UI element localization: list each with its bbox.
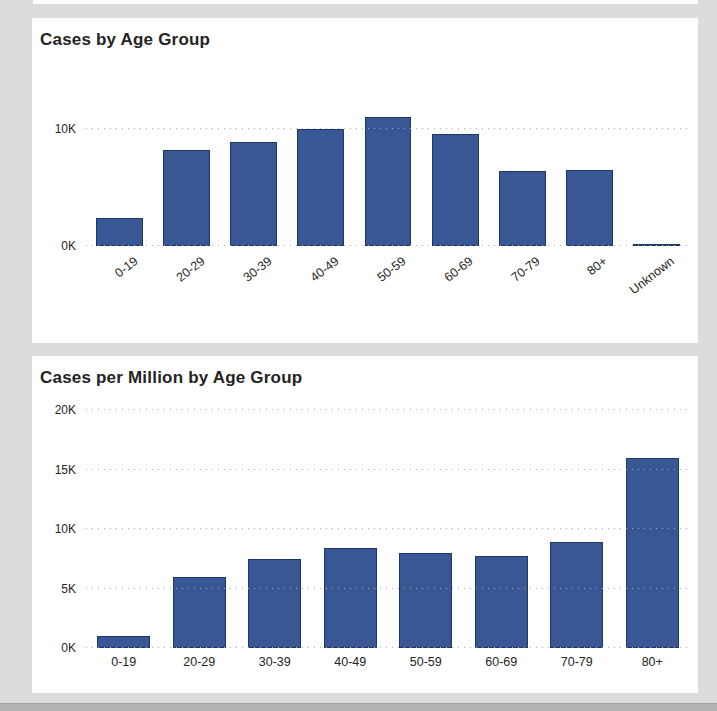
bar-slot <box>287 94 354 246</box>
gridline <box>86 128 690 129</box>
plot-area <box>86 410 690 648</box>
bar-30-39[interactable] <box>248 559 301 648</box>
x-axis-tick-label: 80+ <box>642 655 663 669</box>
y-axis-tick-label: 20K <box>55 402 76 418</box>
bar-40-49[interactable] <box>297 129 344 246</box>
x-axis-tick-label: 0-19 <box>112 254 140 280</box>
chart-title: Cases per Million by Age Group <box>32 356 698 390</box>
y-axis-tick-label: 0K <box>61 238 76 254</box>
bar-20-29[interactable] <box>163 150 210 246</box>
y-axis-tick-label: 5K <box>61 581 76 597</box>
x-label-slot: 20-29 <box>162 655 238 669</box>
bar-slot <box>162 410 238 648</box>
bar-slot <box>556 94 623 246</box>
x-axis-tick-label: 40-49 <box>334 655 366 669</box>
bar-slot <box>86 94 153 246</box>
bar-40-49[interactable] <box>324 548 377 648</box>
bar-slot <box>237 410 313 648</box>
window-bottom-edge <box>0 703 717 711</box>
bar-60-69[interactable] <box>432 134 479 246</box>
gridline <box>86 469 690 470</box>
x-label-slot: 0-19 <box>86 246 153 316</box>
y-axis-tick-label: 0K <box>61 640 76 656</box>
x-label-slot: 20-29 <box>153 246 220 316</box>
plot-wrap: 0-19 20-29 30-39 40-49 50-59 60-69 70-79 80+ <box>86 410 690 676</box>
bar-70-79[interactable] <box>550 542 603 648</box>
bar-slot <box>539 410 615 648</box>
bar-80+[interactable] <box>566 170 613 246</box>
x-axis-tick-label: 0-19 <box>111 655 136 669</box>
bar-50-59[interactable] <box>365 117 412 246</box>
bar-slot <box>422 94 489 246</box>
x-axis-tick-label: 40-49 <box>308 254 342 285</box>
bar-slot <box>153 94 220 246</box>
bar-slot <box>489 94 556 246</box>
dashboard-page: { "page": { "background_color": "#dcdcdc… <box>0 0 717 711</box>
bar-slot <box>86 410 162 648</box>
cases-by-age-group-chart-card: Cases by Age Group 0K10K 0-1920-2930-394… <box>32 18 698 343</box>
x-label-slot: 40-49 <box>313 655 389 669</box>
x-label-slot: 30-39 <box>237 655 313 669</box>
adjacent-card-edge <box>33 0 698 4</box>
gridline <box>86 647 690 648</box>
y-axis-tick-label: 10K <box>55 121 76 137</box>
x-axis: 0-19 20-29 30-39 40-49 50-59 60-69 70-79 80+ Unk… <box>86 246 690 316</box>
x-label-slot: 70-79 <box>539 655 615 669</box>
x-axis-tick-label: 50-59 <box>410 655 442 669</box>
x-axis-tick-label: 50-59 <box>375 254 409 285</box>
bar-slot <box>388 410 464 648</box>
y-axis: 0K10K <box>40 94 86 246</box>
bar-60-69[interactable] <box>475 556 528 648</box>
x-axis-tick-label: 70-79 <box>509 254 543 285</box>
y-axis: 0K5K10K15K20K <box>40 410 86 648</box>
y-axis-tick-label: 15K <box>55 462 76 478</box>
bar-80+[interactable] <box>626 458 679 648</box>
chart-title: Cases by Age Group <box>32 18 698 52</box>
bars-row <box>86 410 690 648</box>
x-label-slot: Unknown <box>623 246 690 316</box>
chart-body: 0K10K 0-1920-2930-3940-4950-5960-6970-79… <box>32 94 698 316</box>
x-label-slot: 80+ <box>615 655 691 669</box>
x-axis: 0-19 20-29 30-39 40-49 50-59 60-69 70-79 80+ <box>86 648 690 676</box>
x-axis-tick-label: 80+ <box>585 254 610 278</box>
bar-50-59[interactable] <box>399 553 452 648</box>
x-axis-tick-label: 60-69 <box>485 655 517 669</box>
x-axis-tick-label: 20-29 <box>173 254 207 285</box>
x-axis-tick-label: 60-69 <box>442 254 476 285</box>
bar-0-19[interactable] <box>96 218 143 246</box>
x-label-slot: 50-59 <box>388 655 464 669</box>
bar-slot <box>615 410 691 648</box>
x-label-slot: 60-69 <box>422 246 489 316</box>
x-label-slot: 40-49 <box>287 246 354 316</box>
bar-slot <box>220 94 287 246</box>
bars-row <box>86 94 690 246</box>
plot-wrap: 0-19 20-29 30-39 40-49 50-59 60-69 70-79 80+ Unk… <box>86 94 690 316</box>
x-axis-tick-label: Unknown <box>627 254 677 297</box>
bar-70-79[interactable] <box>499 171 546 246</box>
gridline <box>86 588 690 589</box>
x-axis-tick-label: 70-79 <box>561 655 593 669</box>
bar-slot <box>354 94 421 246</box>
bar-slot <box>464 410 540 648</box>
bar-30-39[interactable] <box>230 142 277 246</box>
bar-slot <box>313 410 389 648</box>
x-label-slot: 70-79 <box>489 246 556 316</box>
x-label-slot: 60-69 <box>464 655 540 669</box>
cases-per-million-chart-card: Cases per Million by Age Group 0K 5K 10K 15… <box>32 356 698 693</box>
gridline <box>86 409 690 410</box>
y-axis-tick-label: 10K <box>55 521 76 537</box>
x-axis-tick-label: 30-39 <box>259 655 291 669</box>
x-axis-tick-label: 20-29 <box>183 655 215 669</box>
chart-body: 0K5K10K15K20K 0-1920-2930-3940-4950-5960… <box>32 410 698 676</box>
x-label-slot: 50-59 <box>354 246 421 316</box>
plot-area <box>86 94 690 246</box>
x-label-slot: 30-39 <box>220 246 287 316</box>
gridline <box>86 528 690 529</box>
x-label-slot: 0-19 <box>86 655 162 669</box>
x-axis-tick-label: 30-39 <box>241 254 275 285</box>
x-label-slot: 80+ <box>556 246 623 316</box>
bar-slot <box>623 94 690 246</box>
